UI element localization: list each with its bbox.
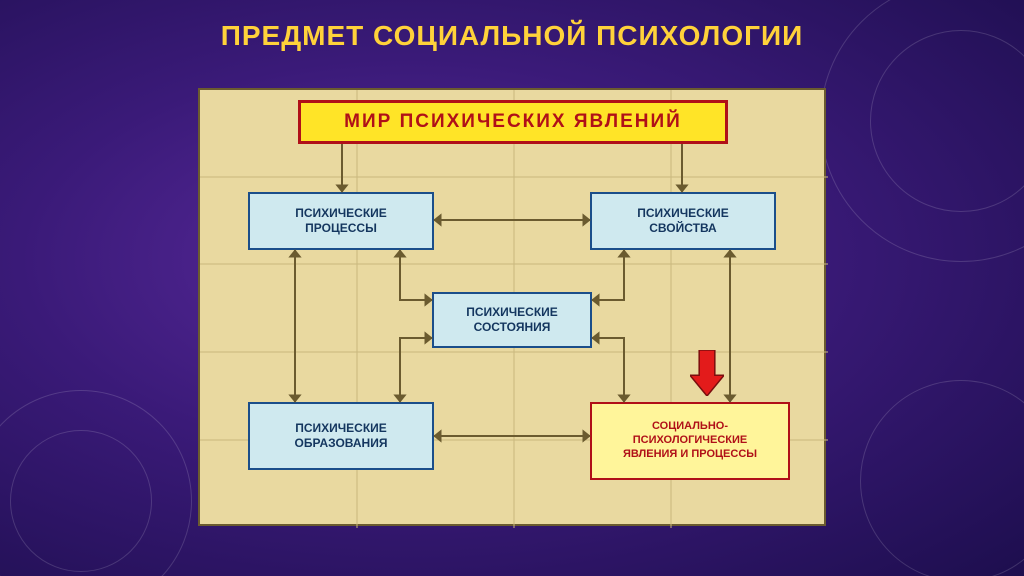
highlight-arrow-icon — [690, 350, 724, 396]
connectors — [0, 0, 1024, 576]
slide: ПРЕДМЕТ СОЦИАЛЬНОЙ ПСИХОЛОГИИ МИР ПСИХИЧ… — [0, 0, 1024, 576]
